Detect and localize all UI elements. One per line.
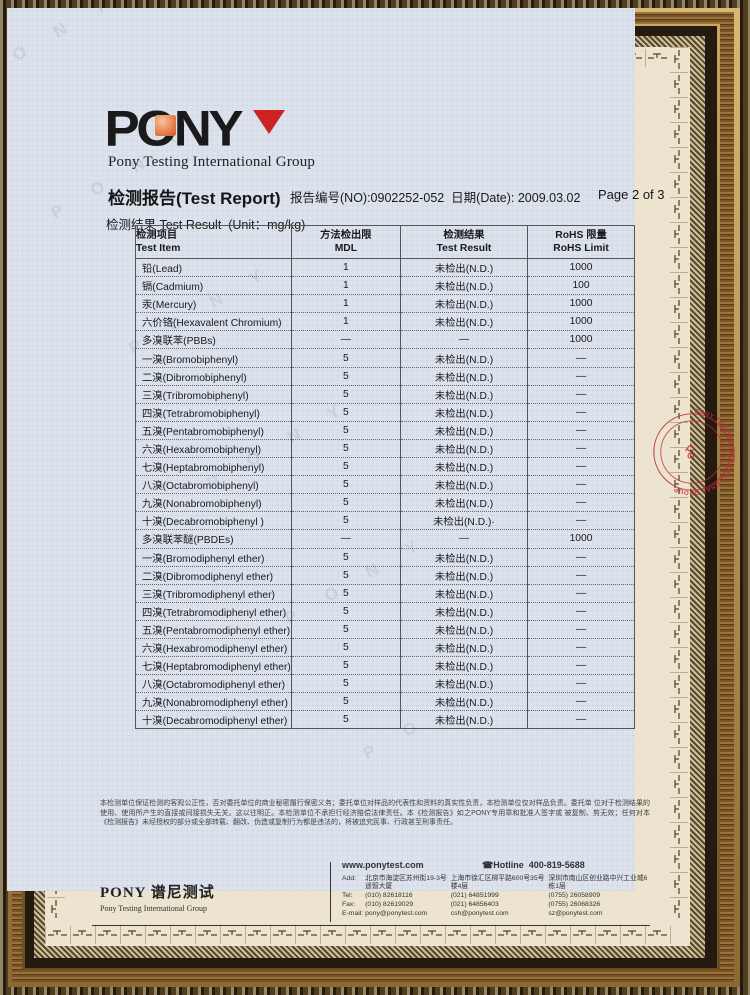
svg-text:QC: QC xyxy=(685,445,696,459)
svg-text:PONY TESTING INTERNATIONAL GRO: PONY TESTING INTERNATIONAL GROUP xyxy=(673,408,736,496)
